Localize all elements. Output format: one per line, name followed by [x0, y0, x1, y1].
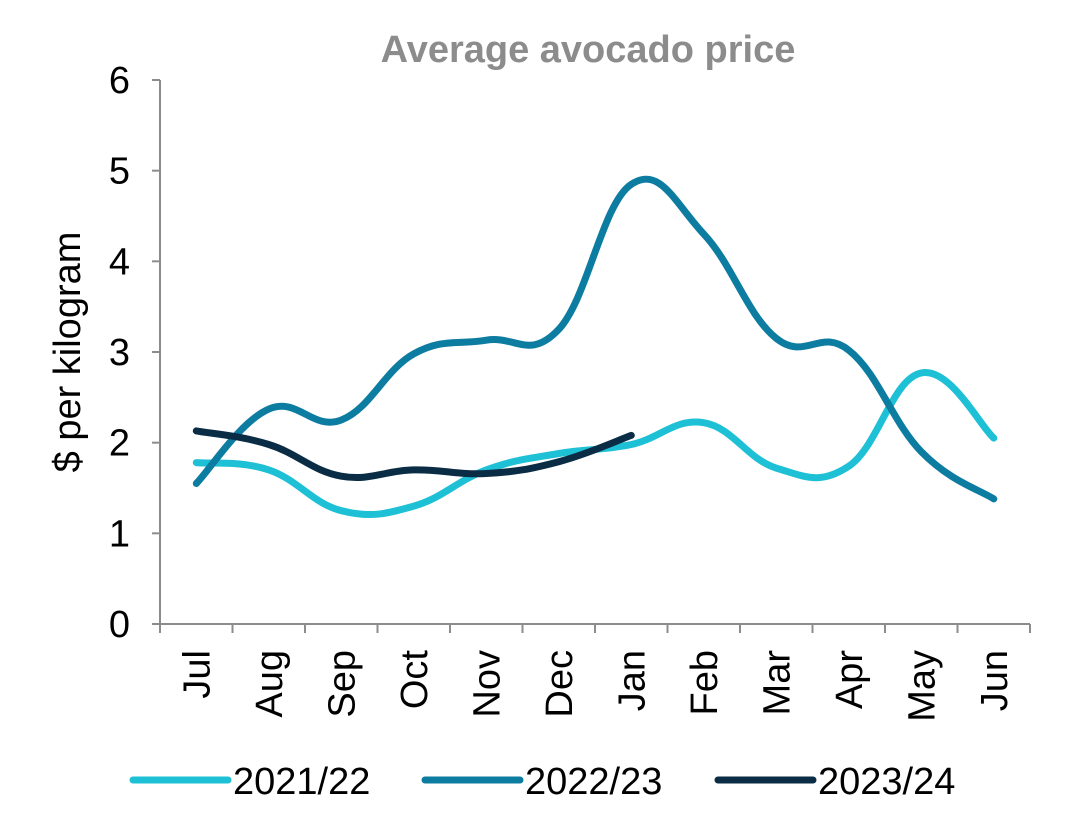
- series-line-2021-22: [192, 369, 998, 519]
- y-tick-label: 3: [109, 332, 130, 374]
- x-tick-label: Oct: [394, 650, 436, 710]
- legend: 2021/22 2022/23 2023/24: [129, 761, 955, 803]
- x-tick-label: Jun: [974, 650, 1016, 711]
- y-axis-label: $ per kilogram: [47, 232, 89, 473]
- x-tick-label: Jul: [176, 650, 218, 699]
- y-tick-label: 0: [109, 604, 130, 646]
- x-tick-label: Nov: [466, 650, 508, 718]
- y-tick-label: 5: [109, 151, 130, 193]
- x-tick-label: Apr: [829, 650, 871, 709]
- x-tick-label: Dec: [539, 650, 581, 718]
- y-tick-label: 4: [109, 241, 130, 283]
- x-tick-label: Aug: [249, 650, 291, 718]
- chart-title: Average avocado price: [381, 29, 796, 71]
- y-axis-ticks: 0 1 2 3 4 5 6: [109, 60, 160, 646]
- series-line-2022-23: [192, 175, 998, 503]
- series-line-2023-24: [192, 427, 635, 482]
- series-lines: [192, 175, 998, 519]
- y-tick-label: 2: [109, 423, 130, 465]
- axes: [159, 80, 1030, 625]
- x-tick-label: Sep: [321, 650, 363, 718]
- y-tick-label: 1: [109, 513, 130, 555]
- x-tick-label: May: [901, 650, 943, 722]
- x-tick-label: Jan: [611, 650, 653, 711]
- y-tick-label: 6: [109, 60, 130, 102]
- x-tick-label: Feb: [684, 650, 726, 715]
- legend-label: 2023/24: [818, 761, 955, 803]
- legend-label: 2021/22: [233, 761, 370, 803]
- x-tick-label: Mar: [756, 650, 798, 716]
- x-axis-ticks: Jul Aug Sep Oct Nov Dec Jan Feb Mar Apr May Jun: [159, 624, 1031, 722]
- legend-label: 2022/23: [525, 761, 662, 803]
